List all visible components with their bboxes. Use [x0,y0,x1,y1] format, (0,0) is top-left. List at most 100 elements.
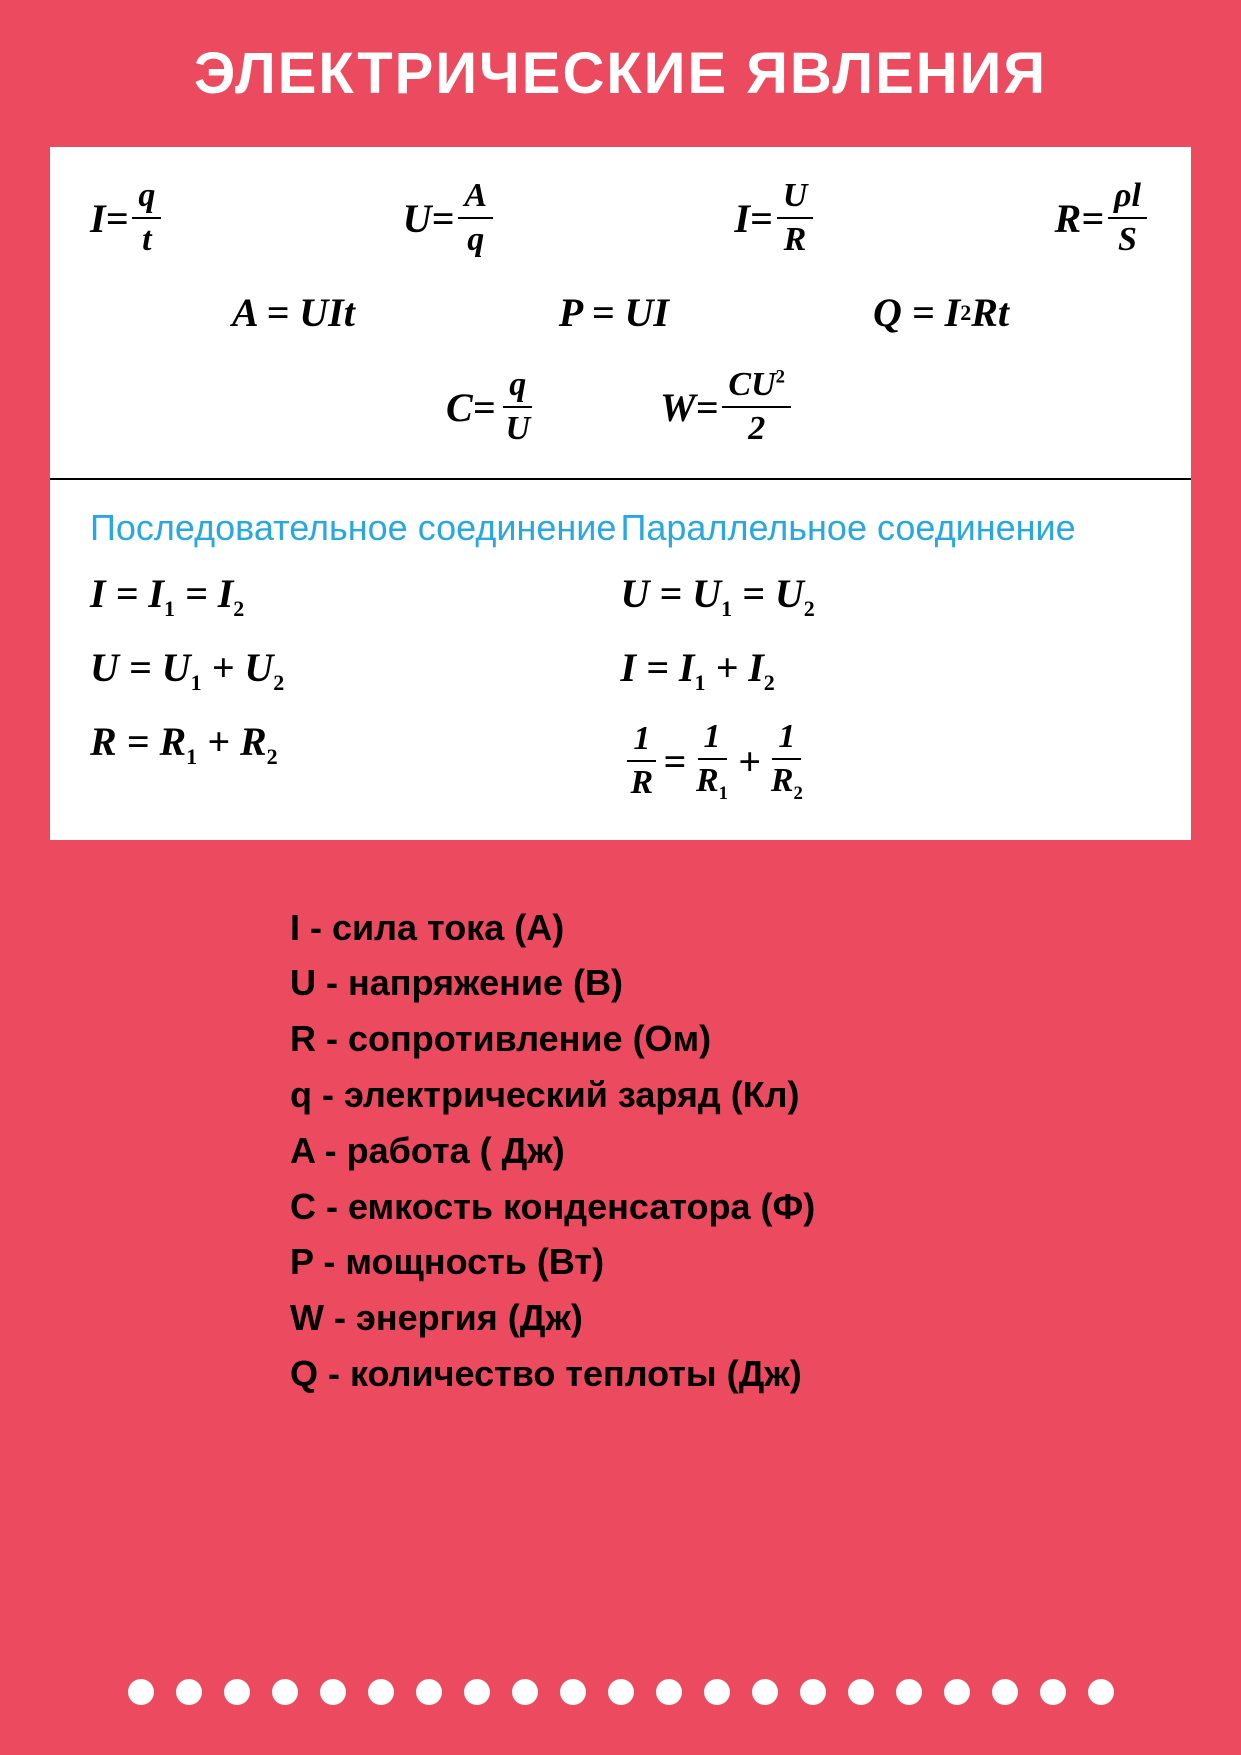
fraction: 1R2 [765,718,809,805]
a: I = I [90,571,164,616]
dot-icon [1040,1679,1066,1705]
dot-icon [512,1679,538,1705]
dot-icon [656,1679,682,1705]
b: = I [175,571,233,616]
num-pre: CU [728,366,775,403]
den: S [1112,219,1143,259]
legend: I - сила тока (А) U - напряжение (В) R -… [50,900,1191,1402]
num: ρl [1108,177,1147,219]
legend-item: U - напряжение (В) [290,955,1191,1011]
sub: 2 [233,596,244,621]
formula-resistance: R = ρlS [1055,177,1151,259]
legend-item: P - мощность (Вт) [290,1234,1191,1290]
legend-item: Q - количество теплоты (Дж) [290,1346,1191,1402]
legend-item: W - энергия (Дж) [290,1290,1191,1346]
dot-icon [368,1679,394,1705]
num: A [458,177,493,219]
serial-title: Последовательное соединение [90,505,621,552]
dot-icon [992,1679,1018,1705]
den: R [778,219,813,259]
formula-card: I = qt U = Aq I = UR R = ρlS A = UIt P =… [50,147,1191,840]
legend-item: C - емкость конденсатора (Ф) [290,1179,1191,1235]
fraction: 1R1 [690,718,734,805]
dot-icon [752,1679,778,1705]
sub: 2 [273,670,284,695]
parallel-column: Параллельное соединение U = U1 = U2 I = … [621,505,1152,805]
sub: 1 [191,670,202,695]
legend-item: q - электрический заряд (Кл) [290,1067,1191,1123]
fraction: 1R [625,720,660,802]
eq: = [696,384,719,431]
dot-icon [416,1679,442,1705]
sub: 2 [267,744,278,769]
lhs: W [660,384,696,431]
eq: = [750,195,773,242]
den-a: R [771,762,794,799]
lhs: C [446,384,473,431]
op: = [663,738,686,785]
num: 1 [698,718,727,760]
serial-eq-current: I = I1 = I2 [90,570,621,622]
serial-eq-resistance: R = R1 + R2 [90,718,621,770]
num-sup: 2 [776,367,785,388]
num: q [503,366,532,408]
fraction: Aq [458,177,493,259]
dot-icon [944,1679,970,1705]
dot-icon [704,1679,730,1705]
eq: = [106,195,129,242]
dot-icon [560,1679,586,1705]
formula-power: P = UI [559,289,669,336]
sub: 1 [186,744,197,769]
lhs: I [90,195,106,242]
a: I = I [621,645,695,690]
eq: = [1081,195,1104,242]
den: 2 [742,408,771,448]
formula-voltage: U = Aq [403,177,497,259]
den: R [625,762,660,802]
parallel-title: Параллельное соединение [621,505,1152,552]
dot-icon [320,1679,346,1705]
page-title: ЭЛЕКТРИЧЕСКИЕ ЯВЛЕНИЯ [50,40,1191,107]
den: R1 [690,760,734,805]
den: R2 [765,760,809,805]
num: U [777,177,814,219]
lhs: I [734,195,750,242]
post: Rt [971,289,1009,336]
sup: 2 [960,300,971,326]
formula-row-2: A = UIt P = UI Q = I2Rt [90,289,1151,336]
dot-icon [464,1679,490,1705]
num: q [132,177,161,219]
fraction: qU [499,366,536,448]
dot-icon [224,1679,250,1705]
op: + [738,738,761,785]
sub: 1 [694,670,705,695]
formula-row-3: C = qU W = CU2 2 [90,366,1151,448]
fraction: ρlS [1108,177,1147,259]
a: R = R [90,719,186,764]
dot-icon [272,1679,298,1705]
parallel-eq-current: I = I1 + I2 [621,644,1152,696]
den-sub: 1 [719,783,728,804]
den: q [461,219,490,259]
sub: 2 [804,596,815,621]
den-a: R [696,762,719,799]
a: U = U [621,571,722,616]
dot-icon [176,1679,202,1705]
connections-section: Последовательное соединение I = I1 = I2 … [50,480,1191,840]
pre: Q = I [873,289,960,336]
serial-eq-voltage: U = U1 + U2 [90,644,621,696]
sub: 1 [721,596,732,621]
legend-item: R - сопротивление (Ом) [290,1011,1191,1067]
decorative-dots [50,1639,1191,1725]
dot-icon [896,1679,922,1705]
b: + R [197,719,266,764]
formula-capacitance: C = qU [446,366,540,448]
dot-icon [128,1679,154,1705]
b: = U [732,571,804,616]
num: 1 [627,720,656,762]
den-sub: 2 [794,783,803,804]
parallel-eq-voltage: U = U1 = U2 [621,570,1152,622]
b: + U [202,645,274,690]
legend-item: A - работа ( Дж) [290,1123,1191,1179]
den: U [499,408,536,448]
